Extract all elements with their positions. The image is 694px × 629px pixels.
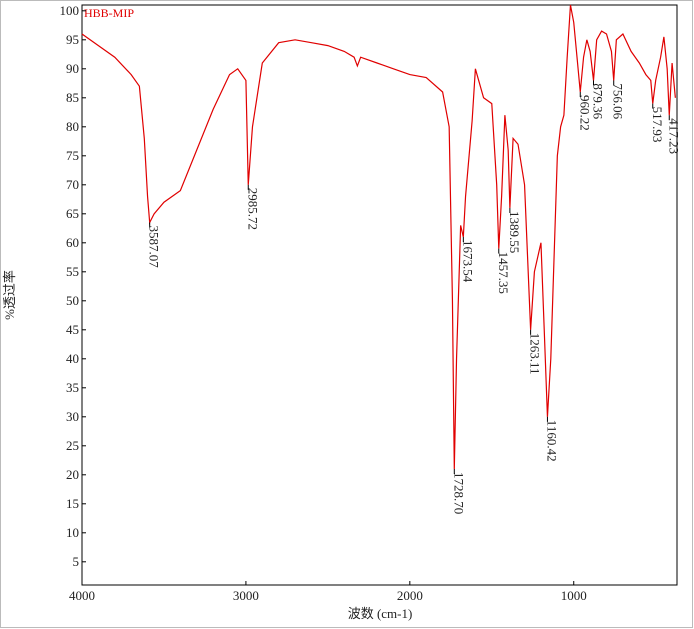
x-tick-label: 4000 [69,588,95,603]
peak-label: 417.23 [666,118,681,154]
peak-label: 1728.70 [451,472,466,514]
y-tick-label: 45 [66,322,79,337]
peak-label: 2985.72 [245,188,260,230]
y-tick-label: 30 [66,409,79,424]
y-tick-label: 100 [60,3,80,18]
x-tick-label: 3000 [233,588,259,603]
peak-label: 3587.07 [147,226,162,269]
legend-label: HBB-MIP [84,6,134,20]
spectrum-line [81,4,676,470]
y-tick-label: 5 [73,554,80,569]
peak-label: 1263.11 [528,333,543,375]
y-tick-label: 25 [66,438,79,453]
y-axis-label: %透过率 [2,270,17,320]
y-tick-label: 20 [66,467,79,482]
y-tick-label: 35 [66,380,79,395]
peak-label: 1389.55 [507,211,522,253]
y-tick-label: 75 [66,148,79,163]
y-tick-label: 15 [66,496,79,511]
y-tick-label: 95 [66,32,79,47]
y-tick-label: 70 [66,177,79,192]
y-tick-label: 55 [66,264,79,279]
y-tick-label: 90 [66,61,79,76]
x-tick-label: 2000 [397,588,423,603]
y-tick-label: 80 [66,119,79,134]
y-tick-label: 10 [66,525,79,540]
x-tick-label: 1000 [561,588,587,603]
peak-label: 960.22 [577,95,592,131]
peak-label: 1160.42 [544,420,559,462]
y-tick-label: 65 [66,206,79,221]
peak-label: 756.06 [611,83,626,119]
plot-area [81,4,678,586]
y-tick-label: 40 [66,351,79,366]
y-tick-label: 60 [66,235,79,250]
y-tick-label: 85 [66,90,79,105]
y-tick-label: 50 [66,293,79,308]
x-axis-label: 波数 (cm-1) [348,606,413,621]
peak-label: 1673.54 [460,240,475,283]
peak-label: 1457.35 [496,252,511,294]
peak-label: 517.93 [650,107,665,143]
peak-label: 879.36 [591,83,606,119]
